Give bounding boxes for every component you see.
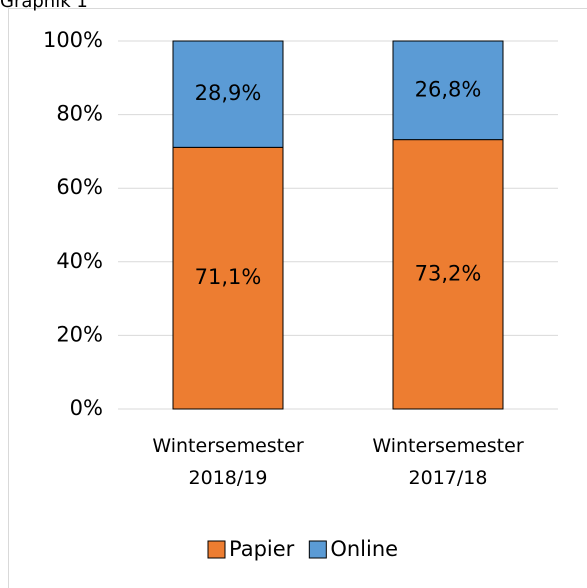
y-tick-label: 0% (70, 396, 103, 420)
bar-segment (172, 146, 284, 410)
bar-segment (172, 40, 284, 148)
legend-label: Papier (229, 537, 295, 561)
data-label: 26,8% (415, 77, 482, 101)
y-tick-label: 80% (56, 102, 103, 126)
bar-segment (392, 139, 504, 410)
chart-frame (8, 8, 587, 588)
bar-segment (392, 40, 504, 141)
y-tick-label: 20% (56, 322, 103, 346)
x-tick-label: Wintersemester 2017/18 (372, 435, 523, 489)
x-tick-label: Wintersemester 2018/19 (152, 435, 303, 489)
data-label: 28,9% (195, 81, 262, 105)
data-label: 73,2% (415, 261, 482, 285)
chart-title: Graphik 1 (0, 0, 88, 12)
data-label: 71,1% (195, 265, 262, 289)
legend-swatch (308, 540, 327, 559)
y-tick-label: 40% (56, 249, 103, 273)
y-tick-label: 100% (43, 28, 103, 52)
y-tick-label: 60% (56, 175, 103, 199)
legend-label: Online (330, 537, 398, 561)
legend-swatch (207, 540, 226, 559)
